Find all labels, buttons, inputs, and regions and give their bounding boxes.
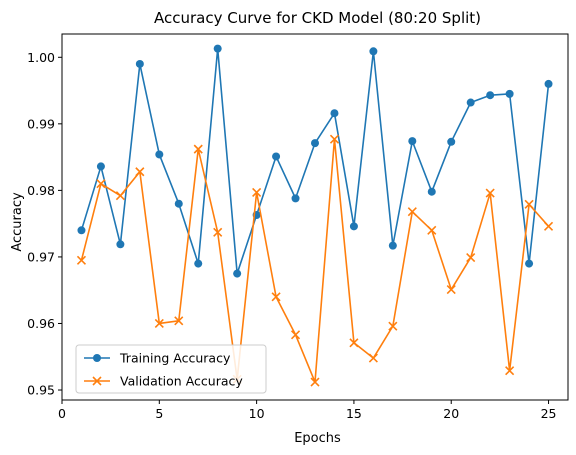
- validation-accuracy-point: [466, 253, 476, 263]
- validation-accuracy-point: [96, 179, 106, 189]
- y-tick-label: 0.99: [27, 116, 55, 131]
- validation-accuracy-point: [271, 292, 281, 302]
- validation-accuracy-point: [446, 284, 456, 295]
- y-tick-label: 0.98: [27, 183, 55, 198]
- x-tick-label: 10: [249, 406, 265, 421]
- validation-accuracy-point: [252, 187, 262, 197]
- training-accuracy-point: [330, 109, 339, 118]
- validation-accuracy-point: [76, 255, 87, 265]
- series-layer: [76, 44, 554, 387]
- training-accuracy-point: [525, 259, 534, 268]
- training-accuracy-point: [544, 79, 553, 88]
- training-accuracy-point: [96, 162, 105, 171]
- x-tick-label: 0: [58, 406, 66, 421]
- x-axis: 0 5 10 15 20 25: [58, 400, 556, 421]
- training-accuracy-point: [369, 47, 378, 56]
- legend: Training Accuracy Validation Accuracy: [75, 344, 267, 394]
- training-accuracy-point: [213, 44, 222, 53]
- training-accuracy-point: [447, 137, 456, 146]
- training-accuracy-point: [291, 194, 300, 203]
- validation-accuracy-point: [310, 377, 320, 387]
- validation-accuracy-point: [505, 366, 515, 376]
- validation-accuracy-point: [193, 144, 203, 154]
- validation-accuracy-point: [115, 191, 125, 201]
- training-accuracy-point: [349, 222, 358, 231]
- training-accuracy-point: [135, 59, 144, 68]
- x-tick-label: 5: [155, 406, 163, 421]
- validation-accuracy-point: [543, 221, 554, 231]
- validation-accuracy-point: [388, 321, 398, 331]
- y-tick-label: 1.00: [27, 50, 55, 65]
- x-tick-label: 25: [541, 406, 557, 421]
- plot-area: [61, 33, 569, 401]
- validation-accuracy-point: [213, 227, 223, 237]
- x-tick-label: 20: [443, 406, 459, 421]
- training-accuracy-point: [505, 89, 514, 98]
- validation-accuracy-point: [427, 225, 437, 235]
- training-accuracy-point: [272, 152, 281, 161]
- legend-marker-validation: [92, 376, 102, 386]
- training-accuracy-point: [77, 226, 86, 235]
- training-accuracy-point: [233, 269, 242, 278]
- training-accuracy-point: [116, 240, 125, 249]
- y-tick-label: 0.95: [27, 383, 55, 398]
- validation-accuracy-point: [174, 316, 184, 326]
- validation-accuracy-point: [524, 199, 534, 209]
- training-accuracy-point: [194, 259, 203, 268]
- training-accuracy-point: [174, 199, 183, 208]
- validation-accuracy-point: [135, 167, 145, 177]
- y-tick-label: 0.96: [27, 316, 55, 331]
- validation-accuracy-point: [485, 188, 495, 198]
- validation-accuracy-point: [407, 207, 417, 217]
- legend-label-validation: Validation Accuracy: [120, 374, 243, 389]
- legend-box: [75, 344, 267, 394]
- legend-label-training: Training Accuracy: [119, 351, 231, 366]
- validation-accuracy-point: [329, 134, 340, 144]
- training-accuracy-point: [427, 187, 436, 196]
- training-accuracy-point: [155, 150, 164, 159]
- x-tick-label: 15: [346, 406, 362, 421]
- training-accuracy-point: [388, 241, 397, 250]
- validation-accuracy-point: [349, 338, 359, 348]
- legend-marker-training: [93, 354, 101, 362]
- chart-title: Accuracy Curve for CKD Model (80:20 Spli…: [154, 9, 481, 27]
- x-axis-title: Epochs: [294, 431, 341, 446]
- training-accuracy-point: [311, 139, 319, 148]
- training-accuracy-point: [466, 98, 475, 107]
- y-tick-label: 0.97: [27, 249, 55, 264]
- y-axis: 0.95 0.96 0.97 0.98 0.99 1.00: [27, 50, 62, 398]
- training-accuracy-point: [408, 137, 417, 146]
- validation-accuracy-point: [368, 353, 378, 363]
- y-axis-title: Accuracy: [10, 192, 25, 252]
- validation-accuracy-point: [290, 330, 301, 340]
- training-accuracy-point: [486, 91, 495, 100]
- validation-accuracy-point: [154, 318, 164, 329]
